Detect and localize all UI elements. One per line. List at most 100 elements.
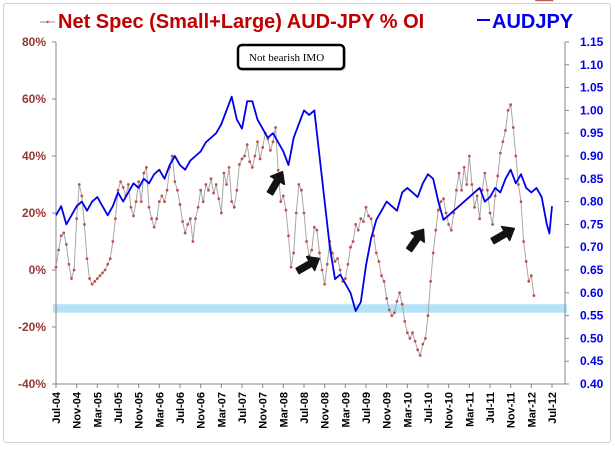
spec-point — [496, 174, 500, 178]
spec-point — [276, 168, 280, 172]
spec-point — [532, 294, 536, 298]
spec-point — [323, 282, 327, 286]
spec-point — [201, 200, 205, 204]
x-tick-label: Jul-11 — [485, 392, 497, 423]
spec-point — [325, 262, 329, 266]
spec-point — [455, 188, 458, 192]
x-tick-label: Jul-04 — [51, 391, 63, 424]
spec-point — [57, 248, 60, 252]
spec-point — [346, 262, 350, 266]
x-tick-label: Jul-10 — [423, 392, 435, 424]
spec-point — [374, 251, 378, 255]
x-tick-label: Mar-07 — [216, 392, 228, 427]
chart-title: Net Spec (Small+Large) AUD-JPY % OI — [58, 11, 424, 33]
spec-point — [230, 200, 234, 204]
spec-point — [217, 197, 221, 201]
audjpy-line — [55, 95, 553, 312]
spec-point — [176, 188, 179, 192]
spec-point — [524, 260, 528, 263]
spec-point — [535, 0, 538, 2]
spec-point — [232, 205, 236, 209]
spec-point — [70, 277, 73, 280]
spec-point — [240, 157, 244, 161]
right-tick-label: 0.95 — [580, 126, 604, 140]
spec-point — [165, 188, 169, 192]
spec-point — [467, 154, 471, 158]
spec-point — [119, 180, 122, 184]
spec-point — [289, 265, 293, 269]
arrow-icon — [405, 228, 426, 253]
right-tick-label: 1.10 — [580, 58, 604, 72]
spec-point — [395, 299, 399, 303]
x-tick-label: Mar-09 — [340, 392, 352, 427]
spec-point — [292, 251, 296, 255]
spec-point — [393, 311, 396, 315]
annotation-box: Not bearish IMO — [236, 43, 346, 71]
x-tick-label: Jul-09 — [361, 392, 373, 424]
spec-point — [542, 0, 546, 2]
right-tick-label: 1.05 — [580, 81, 604, 95]
spec-point — [173, 180, 177, 184]
spec-point — [491, 223, 494, 226]
spec-point — [137, 180, 141, 184]
spec-point — [287, 234, 290, 238]
spec-point — [90, 282, 94, 286]
spec-point — [387, 308, 391, 312]
x-axis-ticks: Jul-04 Nov-04 Mar-05 Jul-05 Nov-05 Mar-06 Jul-… — [51, 384, 559, 429]
right-axis-ticks: 1.15 1.10 1.05 1.00 0.95 0.90 0.85 0.80 0.75 0.70… — [565, 35, 604, 391]
spec-point — [540, 0, 544, 2]
spec-point — [183, 231, 187, 235]
spec-point — [439, 200, 443, 204]
spec-point — [227, 166, 231, 169]
x-tick-label: Nov-07 — [258, 392, 270, 429]
spec-point — [400, 302, 404, 306]
x-tick-label: Nov-05 — [134, 392, 146, 429]
spec-point — [483, 171, 487, 175]
spec-point — [426, 314, 430, 317]
spec-point — [132, 214, 135, 218]
spec-point — [529, 274, 533, 278]
x-tick-label: Jul-12 — [547, 392, 559, 424]
spec-point — [488, 211, 492, 215]
spec-point — [222, 171, 226, 175]
spec-point — [390, 314, 394, 317]
spec-point — [54, 265, 58, 269]
spec-point — [116, 188, 120, 192]
spec-point — [142, 171, 146, 175]
right-tick-label: 0.45 — [580, 354, 604, 368]
spec-point — [462, 166, 466, 169]
spec-point — [447, 223, 451, 226]
spec-point — [349, 245, 352, 249]
spec-point — [537, 0, 541, 2]
spec-point — [517, 183, 520, 186]
spec-point — [212, 191, 215, 195]
spec-point — [315, 228, 319, 232]
spec-point — [318, 251, 321, 255]
spec-point — [359, 217, 363, 221]
spec-point — [126, 183, 130, 186]
spec-point — [354, 223, 358, 226]
annotation-border — [236, 43, 346, 71]
x-tick-label: Mar-10 — [402, 392, 414, 427]
right-tick-label: 0.60 — [580, 286, 604, 300]
spec-point — [258, 157, 262, 161]
spec-point — [271, 140, 275, 144]
spec-point — [305, 240, 308, 243]
spec-point — [250, 166, 254, 169]
arrows — [266, 170, 516, 275]
spec-point — [501, 140, 505, 144]
spec-point — [207, 188, 210, 192]
x-tick-label: Nov-11 — [506, 392, 518, 428]
spec-point — [186, 223, 190, 226]
spec-point — [408, 337, 412, 340]
spec-point — [434, 228, 438, 232]
spec-point — [170, 154, 174, 158]
spec-point — [333, 260, 337, 263]
left-axis-ticks: 80% 60% 40% 20% 0% -20% -40% — [18, 35, 56, 391]
spec-point — [429, 280, 432, 283]
spec-point — [95, 277, 99, 280]
spec-point — [152, 225, 156, 229]
spec-point — [269, 148, 272, 152]
right-tick-label: 1.00 — [580, 103, 604, 117]
spec-point — [72, 268, 76, 272]
